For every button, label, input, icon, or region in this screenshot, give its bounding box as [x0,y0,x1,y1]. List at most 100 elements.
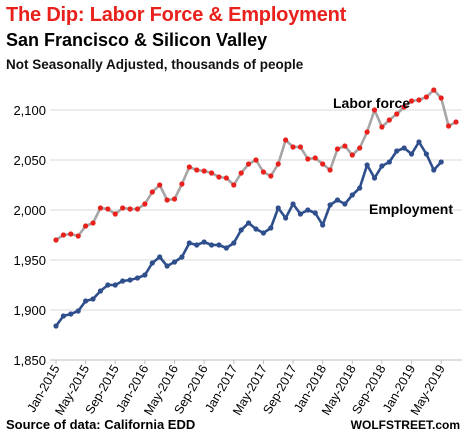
labor-force-point [349,152,355,158]
labor-force-point [223,175,229,181]
labor-force-point [438,95,444,101]
labor-force-point [194,167,200,173]
labor-force-point [260,169,267,175]
labor-force-point [371,107,378,113]
labor-force-point [60,232,67,238]
employment-point [334,197,341,203]
employment-point [431,167,437,173]
labor-force-point [83,223,89,229]
labor-force-point [216,174,222,180]
labor-force-point [334,146,341,152]
labor-force-point [379,124,385,130]
employment-point [401,145,407,151]
y-tick-label: 1,900 [13,303,46,318]
employment-point [127,277,133,283]
labor-force-point [201,168,207,174]
chart-subtitle: San Francisco & Silicon Valley [6,30,268,50]
employment-point [68,311,74,317]
employment-point [97,288,104,294]
employment-point [275,205,281,211]
y-tick-label: 1,850 [13,353,46,368]
employment-point [349,192,355,198]
employment-point [283,215,289,221]
labor-force-point [157,182,163,188]
labor-force-point [75,233,81,239]
labor-force-point [53,237,59,243]
employment-point [357,185,363,191]
employment-point [201,239,207,245]
employment-point [157,254,163,260]
employment-point [90,296,96,302]
series-group [53,87,459,329]
labor-force-annotation: Labor force [333,95,410,111]
employment-point [231,240,237,246]
chart-note: Not Seasonally Adjusted, thousands of pe… [6,57,304,72]
employment-point [75,308,81,314]
employment-point [186,240,192,246]
employment-point [171,259,178,265]
x-axis: Jan-2015May-2015Sep-2015Jan-2016May-2016… [24,360,448,418]
labor-force-point [90,220,96,226]
employment-point [120,278,126,284]
employment-point [164,263,170,269]
labor-force-point [186,164,192,170]
y-tick-label: 2,050 [13,153,46,168]
labor-force-point [342,143,348,149]
employment-point [305,207,311,213]
labor-force-point [164,197,170,203]
labor-force-point [431,87,437,93]
employment-point [342,201,348,207]
employment-point [260,230,267,236]
labor-force-point [394,111,400,117]
labor-force-point [134,206,141,212]
labor-force-point [357,145,363,151]
labor-force-point [401,104,407,110]
employment-point [142,272,148,278]
labor-force-point [245,161,252,167]
employment-point [53,323,59,329]
employment-point [105,282,111,288]
labor-force-point [327,167,333,173]
employment-point [245,220,252,226]
employment-point [216,242,222,248]
labor-force-point [290,144,296,150]
labor-force-point [97,205,104,211]
labor-force-point [297,144,304,150]
employment-point [253,226,259,232]
labor-force-point [408,98,415,104]
employment-point [238,227,244,233]
employment-line [54,140,443,327]
labor-force-point [105,206,111,212]
source-note: Source of data: California EDD [6,417,196,432]
employment-point [408,151,415,157]
employment-point [320,222,326,228]
labor-force-point [120,205,126,211]
employment-point [290,201,296,207]
labor-force-point [312,155,318,161]
labor-force-point [320,161,326,167]
employment-point [208,242,215,248]
employment-point [268,225,274,231]
labor-force-point [231,182,237,188]
labor-force-point [253,157,259,163]
labor-force-point [453,119,459,125]
employment-point [438,159,444,165]
employment-point [179,254,185,260]
labor-force-point [112,211,118,217]
employment-point [379,163,385,169]
labor-force-point [275,161,281,167]
labor-force-point [305,156,311,162]
employment-point [149,260,155,266]
employment-point [112,282,118,288]
labor-force-point [149,189,155,195]
employment-point [394,148,400,154]
employment-point [312,210,318,216]
employment-point [297,211,304,217]
employment-point [223,245,229,251]
labor-force-point [268,173,274,179]
employment-point [83,298,89,304]
labor-force-point [423,94,429,100]
y-tick-label: 1,950 [13,253,46,268]
employment-point [60,313,67,319]
